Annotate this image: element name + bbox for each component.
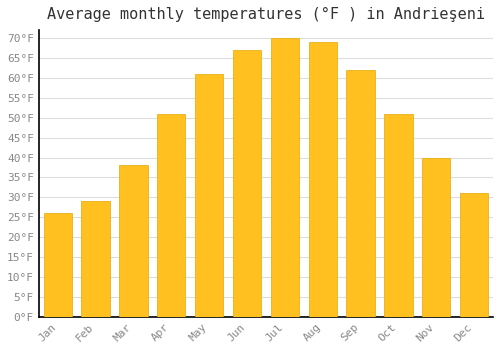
Bar <box>308 42 337 317</box>
Bar <box>384 114 412 317</box>
Bar <box>460 193 488 317</box>
Bar <box>233 50 261 317</box>
Bar <box>44 213 72 317</box>
Bar <box>422 158 450 317</box>
Bar <box>119 166 148 317</box>
Bar <box>157 114 186 317</box>
Bar <box>195 74 224 317</box>
Bar <box>82 201 110 317</box>
Bar <box>270 38 299 317</box>
Bar <box>346 70 375 317</box>
Title: Average monthly temperatures (°F ) in Andrieşeni: Average monthly temperatures (°F ) in An… <box>47 7 485 22</box>
